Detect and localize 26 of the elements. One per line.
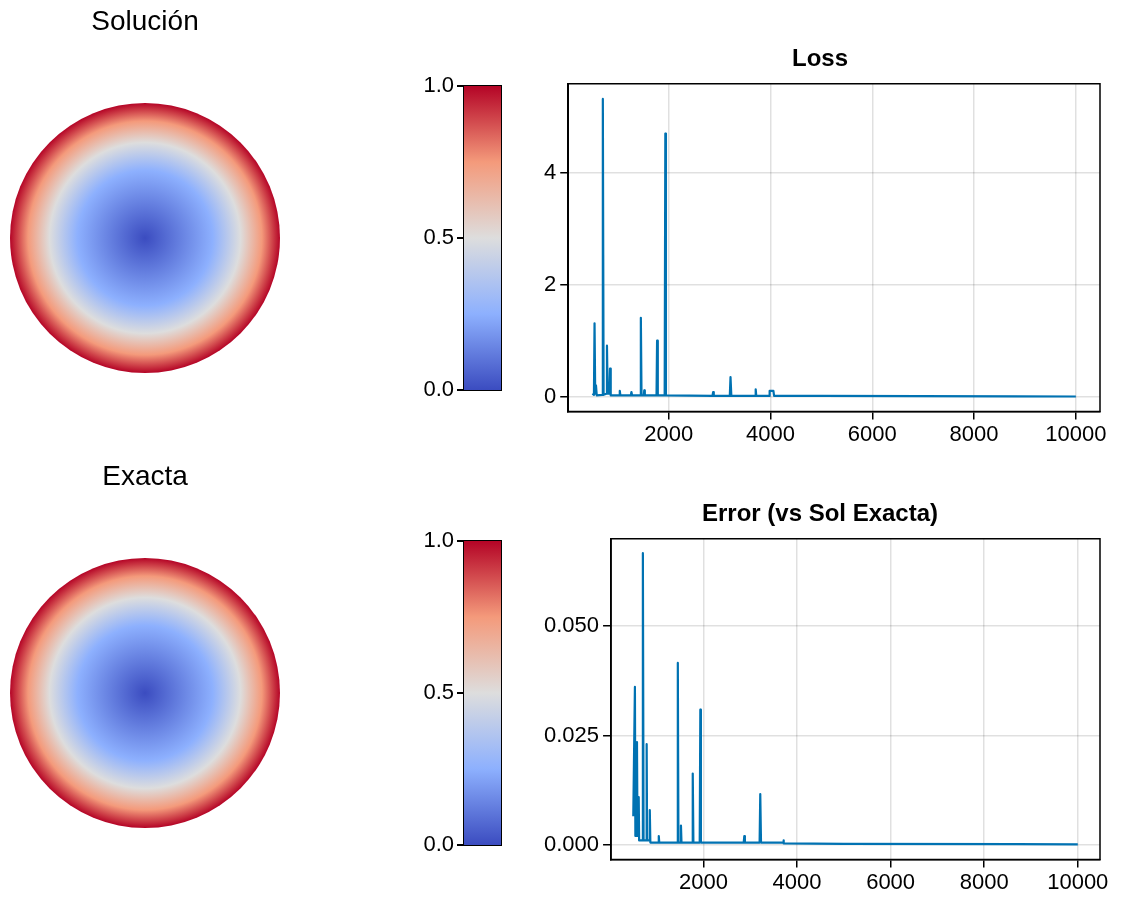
x-tick-label: 2000 [678,868,728,894]
x-tick-label: 4000 [772,868,822,894]
x-tick-label: 4000 [746,420,795,446]
x-tick-label: 10000 [1045,420,1107,446]
y-tick-label: 0.050 [543,612,600,638]
chart-title: Error (vs Sol Exacta) [701,499,939,527]
text: 0.5 [423,224,454,250]
y-tick-label: 2 [543,270,557,296]
text: Exacta [102,459,189,491]
x-tick-label: 6000 [847,420,897,446]
text: 0.5 [423,679,454,705]
text: Solución [91,4,199,36]
y-tick-label: 0.025 [543,721,600,747]
x-tick-label: 8000 [959,868,1009,894]
y-tick-label: 0 [543,382,557,408]
text: 0.0 [423,376,454,402]
y-tick-label: 0.000 [543,830,600,856]
x-tick-label: 2000 [644,420,694,446]
x-tick-label: 10000 [1047,868,1109,894]
text: 1.0 [423,527,454,553]
chart-title: Loss [791,44,849,72]
x-tick-label: 6000 [866,868,916,894]
text: 0.0 [423,831,454,857]
y-tick-label: 4 [543,159,557,185]
x-tick-label: 8000 [949,420,999,446]
text: 1.0 [423,72,454,98]
